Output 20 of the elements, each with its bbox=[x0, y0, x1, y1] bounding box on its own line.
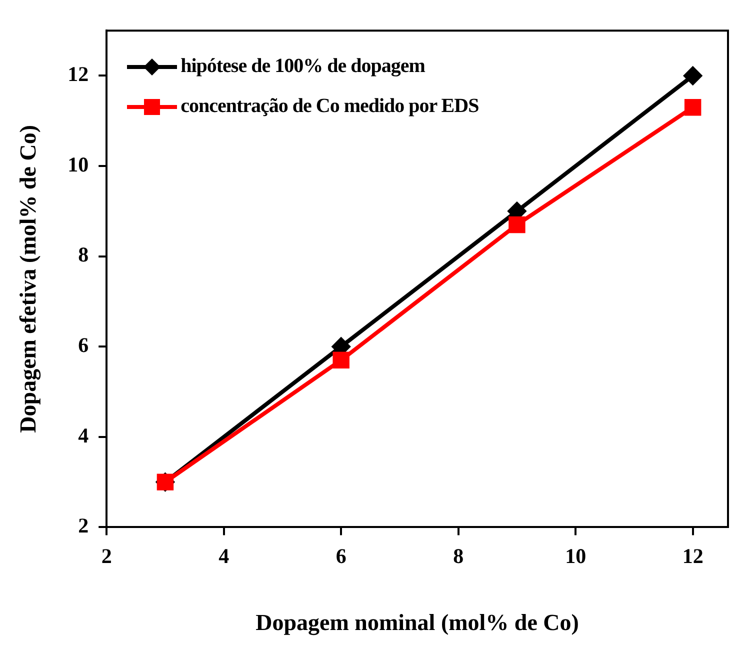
x-tick-label: 12 bbox=[682, 544, 704, 568]
x-tick-label: 6 bbox=[336, 544, 346, 568]
y-tick-label: 12 bbox=[68, 62, 89, 86]
legend-label: concentração de Co medido por EDS bbox=[180, 95, 479, 118]
x-axis-title: Dopagem nominal (mol% de Co) bbox=[256, 610, 579, 636]
y-axis-title: Dopagem efetiva (mol% de Co) bbox=[16, 124, 42, 433]
x-tick-label: 2 bbox=[101, 544, 112, 568]
y-tick-label: 6 bbox=[78, 333, 89, 358]
y-tick-label: 4 bbox=[78, 423, 90, 448]
point bbox=[684, 98, 702, 116]
x-tick-label: 8 bbox=[453, 544, 464, 568]
point bbox=[684, 66, 702, 85]
x-tick-label: 10 bbox=[565, 544, 586, 568]
point bbox=[508, 216, 526, 234]
y-tick-label: 8 bbox=[78, 242, 89, 267]
y-tick-label: 10 bbox=[68, 152, 89, 176]
point bbox=[332, 352, 350, 369]
legend-label: hipótese de 100% de dopagem bbox=[180, 55, 425, 78]
y-tick-label: 2 bbox=[78, 514, 89, 538]
x-tick-label: 4 bbox=[218, 544, 230, 568]
